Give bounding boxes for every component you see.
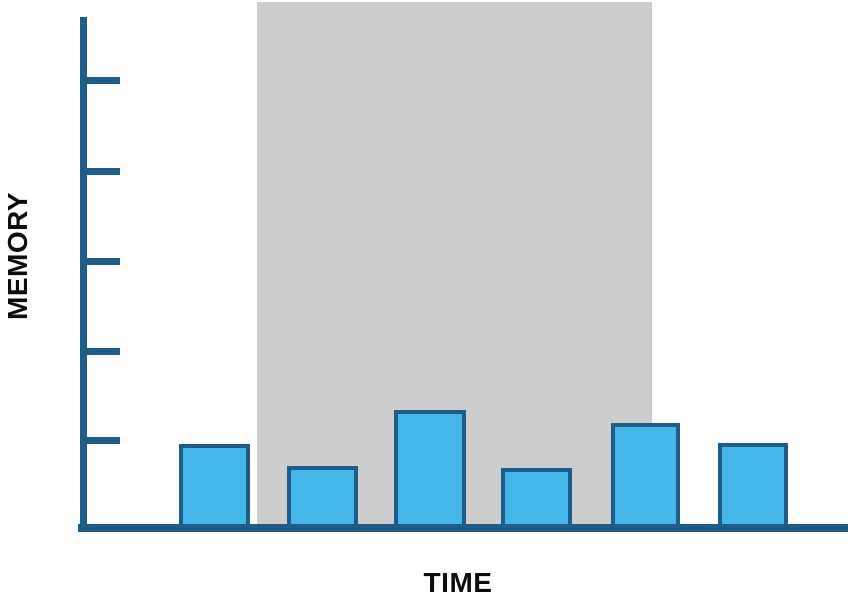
memory-bar-4 (501, 468, 572, 528)
x-axis-line (78, 524, 848, 532)
memory-bar-6 (718, 443, 788, 528)
y-axis-tick-2 (87, 167, 120, 175)
memory-bar-1 (179, 444, 250, 528)
y-axis-tick-1 (87, 76, 120, 84)
y-axis-label: MEMORY (2, 192, 33, 320)
memory-bar-3 (394, 410, 466, 528)
y-axis-tick-3 (87, 257, 120, 265)
y-axis-tick-5 (87, 436, 120, 444)
y-axis-line (80, 17, 87, 532)
x-axis-label: TIME (423, 567, 493, 598)
y-axis-tick-4 (87, 347, 120, 355)
